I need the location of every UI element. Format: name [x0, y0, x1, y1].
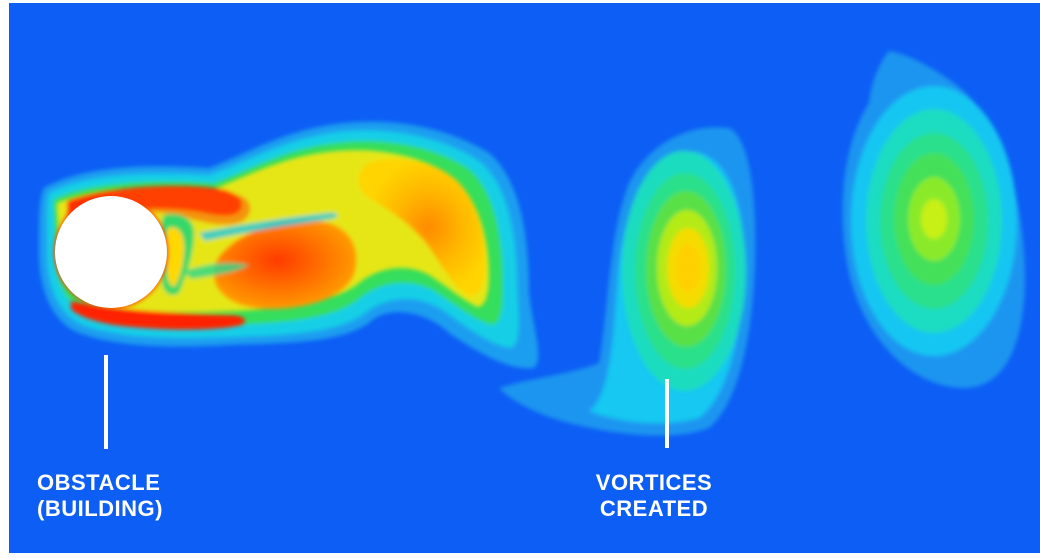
vortices-label-line2: CREATED: [599, 496, 709, 521]
obstacle-building: [54, 195, 168, 309]
obstacle-label-line1: OBSTACLE: [37, 470, 161, 495]
vortices-pointer-line: [665, 379, 669, 448]
obstacle-label-line2: (BUILDING): [37, 496, 163, 521]
vortex-near: [499, 127, 756, 436]
obstacle-pointer-line: [104, 355, 108, 449]
flow-visualization: OBSTACLE (BUILDING) VORTICES CREATED: [9, 3, 1040, 553]
vortex-street-diagram: [9, 3, 1040, 553]
vortices-label: VORTICES CREATED: [580, 470, 728, 522]
wake-core: [56, 150, 489, 330]
obstacle-label: OBSTACLE (BUILDING): [37, 470, 163, 522]
vortex-far: [842, 51, 1025, 388]
vortices-label-line1: VORTICES: [595, 470, 713, 495]
